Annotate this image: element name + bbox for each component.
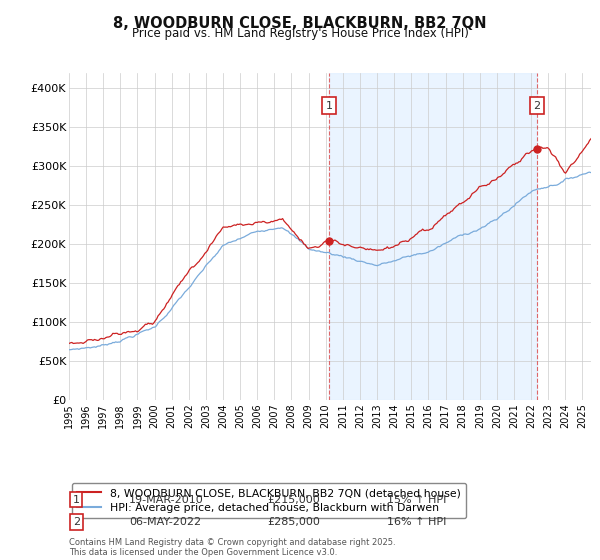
Text: 06-MAY-2022: 06-MAY-2022	[129, 517, 201, 527]
Text: 2: 2	[73, 517, 80, 527]
Text: £285,000: £285,000	[267, 517, 320, 527]
Text: 16% ↑ HPI: 16% ↑ HPI	[387, 517, 446, 527]
Text: Contains HM Land Registry data © Crown copyright and database right 2025.
This d: Contains HM Land Registry data © Crown c…	[69, 538, 395, 557]
Text: 1: 1	[326, 101, 333, 110]
Text: 8, WOODBURN CLOSE, BLACKBURN, BB2 7QN: 8, WOODBURN CLOSE, BLACKBURN, BB2 7QN	[113, 16, 487, 31]
Text: 19-MAR-2010: 19-MAR-2010	[129, 494, 204, 505]
Text: Price paid vs. HM Land Registry's House Price Index (HPI): Price paid vs. HM Land Registry's House …	[131, 27, 469, 40]
Text: £215,000: £215,000	[267, 494, 320, 505]
Text: 15% ↑ HPI: 15% ↑ HPI	[387, 494, 446, 505]
Legend: 8, WOODBURN CLOSE, BLACKBURN, BB2 7QN (detached house), HPI: Average price, deta: 8, WOODBURN CLOSE, BLACKBURN, BB2 7QN (d…	[72, 483, 466, 518]
Text: 2: 2	[533, 101, 541, 110]
Bar	[329, 73, 537, 400]
Text: 1: 1	[73, 494, 80, 505]
